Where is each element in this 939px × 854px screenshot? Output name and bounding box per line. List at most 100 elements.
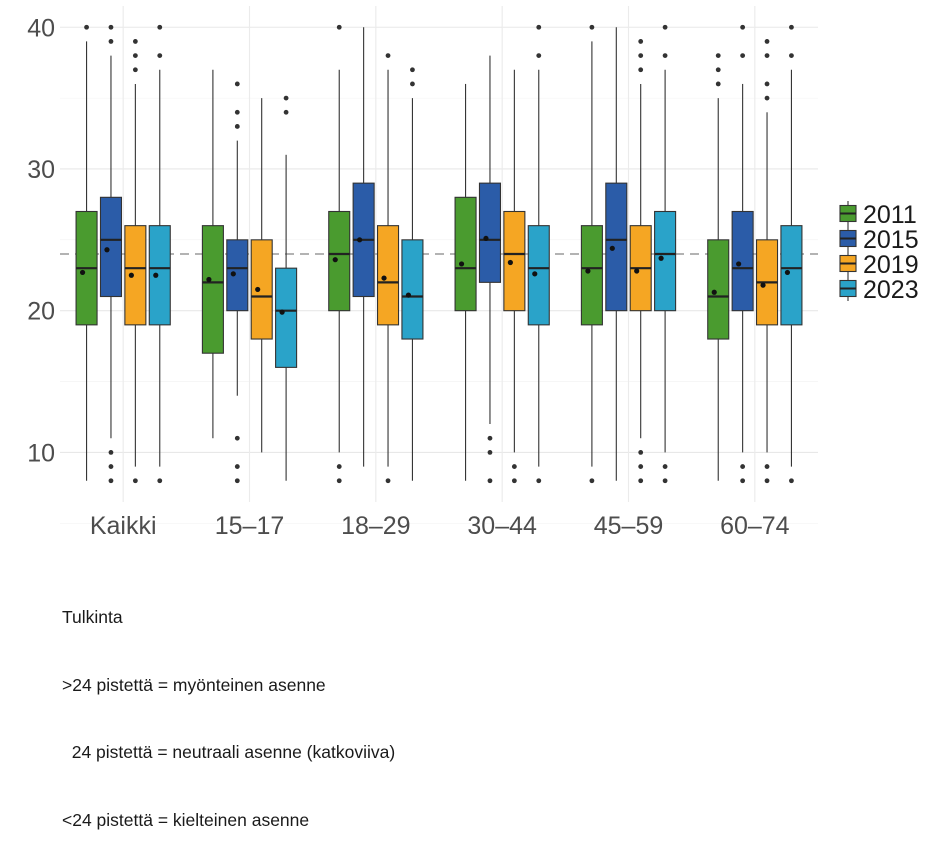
- outlier-point: [764, 464, 770, 469]
- mean-point: [255, 286, 261, 293]
- box-2023-0: [148, 24, 171, 484]
- box-2015-5: [731, 24, 754, 484]
- mean-point: [206, 276, 212, 283]
- box-2019-3: [503, 69, 526, 484]
- mean-point: [585, 268, 591, 274]
- x-tick-label: 30–44: [467, 512, 537, 540]
- outlier-point: [234, 109, 240, 115]
- box-2023-5: [780, 24, 803, 484]
- outlier-point: [662, 478, 668, 484]
- caption-heading: Tulkinta: [62, 607, 123, 627]
- box-2015-3: [478, 55, 502, 484]
- outlier-point: [740, 24, 746, 30]
- outlier-point: [511, 478, 517, 484]
- outlier-point: [234, 464, 240, 469]
- outlier-point: [715, 67, 721, 73]
- box-2023-3: [527, 24, 550, 484]
- outlier-point: [84, 24, 89, 30]
- outlier-point: [638, 39, 644, 44]
- outlier-point: [108, 478, 114, 484]
- outlier-point: [336, 464, 342, 469]
- legend-item-2015: 2015: [839, 226, 919, 254]
- outlier-point: [283, 95, 289, 101]
- box-2019-2: [376, 53, 400, 484]
- outlier-point: [638, 478, 644, 484]
- outlier-point: [487, 478, 493, 484]
- outlier-point: [157, 53, 163, 58]
- x-tick-label: 60–74: [720, 512, 790, 540]
- outlier-point: [336, 24, 342, 30]
- mean-point: [658, 255, 664, 261]
- mean-point: [332, 257, 338, 263]
- outlier-point: [715, 81, 721, 87]
- outlier-point: [108, 24, 114, 30]
- mean-point: [458, 261, 465, 267]
- outlier-point: [662, 464, 668, 469]
- y-axis: 10 20 30 40: [27, 14, 55, 467]
- outlier-point: [789, 24, 794, 30]
- outlier-point: [638, 450, 644, 455]
- mean-point: [79, 269, 86, 276]
- outlier-point: [740, 464, 746, 469]
- caption-line-neutral: 24 pistettä = neutraali asenne (katkovii…: [62, 742, 396, 762]
- y-tick-label: 20: [27, 298, 55, 326]
- box-iqr: [454, 196, 477, 312]
- grid-lines: [60, 6, 818, 524]
- box-2019-4: [629, 39, 652, 484]
- box-iqr: [478, 182, 502, 283]
- outlier-point: [740, 478, 746, 484]
- outlier-point: [108, 450, 114, 455]
- outlier-point: [234, 124, 240, 129]
- mean-point: [279, 309, 285, 315]
- outlier-point: [132, 478, 138, 484]
- box-2019-0: [124, 39, 147, 484]
- box-iqr: [376, 225, 400, 326]
- x-tick-label: 18–29: [341, 512, 411, 540]
- outlier-point: [234, 81, 240, 87]
- interpretation-caption: Tulkinta >24 pistettä = myönteinen asenn…: [62, 561, 395, 854]
- box-iqr: [605, 182, 628, 312]
- mean-point: [711, 289, 717, 295]
- outlier-point: [157, 478, 163, 484]
- outlier-point: [234, 435, 240, 441]
- mean-point: [609, 245, 615, 251]
- outlier-point: [487, 450, 493, 455]
- mean-point: [736, 261, 742, 267]
- outlier-point: [108, 464, 114, 469]
- mean-point: [128, 272, 134, 278]
- box-iqr: [527, 225, 550, 326]
- outlier-point: [132, 39, 138, 44]
- legend-label: 2023: [863, 276, 919, 304]
- legend-label: 2015: [863, 226, 919, 254]
- mean-point: [634, 268, 640, 274]
- box-groups: [75, 24, 803, 484]
- mean-point: [532, 271, 538, 277]
- outlier-point: [789, 478, 794, 484]
- outlier-point: [638, 464, 644, 469]
- mean-point: [104, 247, 110, 253]
- y-tick-label: 40: [27, 14, 55, 42]
- outlier-point: [385, 478, 391, 484]
- box-2023-4: [654, 24, 677, 484]
- box-iqr: [328, 210, 351, 312]
- box-2011-5: [707, 53, 730, 481]
- x-tick-label: 45–59: [594, 512, 664, 540]
- outlier-point: [536, 24, 542, 30]
- box-iqr: [503, 210, 526, 312]
- outlier-point: [132, 53, 138, 58]
- outlier-point: [764, 95, 770, 101]
- outlier-point: [740, 53, 746, 58]
- outlier-point: [589, 478, 595, 484]
- box-iqr: [275, 267, 298, 368]
- box-2023-2: [401, 67, 424, 481]
- box-iqr: [654, 210, 677, 312]
- y-tick-label: 10: [27, 439, 55, 467]
- legend-item-2019: 2019: [839, 251, 919, 279]
- box-2015-0: [99, 24, 123, 484]
- mean-point: [405, 292, 412, 298]
- box-iqr: [250, 239, 273, 340]
- outlier-point: [385, 53, 391, 58]
- outlier-point: [336, 478, 342, 484]
- box-iqr: [201, 225, 224, 354]
